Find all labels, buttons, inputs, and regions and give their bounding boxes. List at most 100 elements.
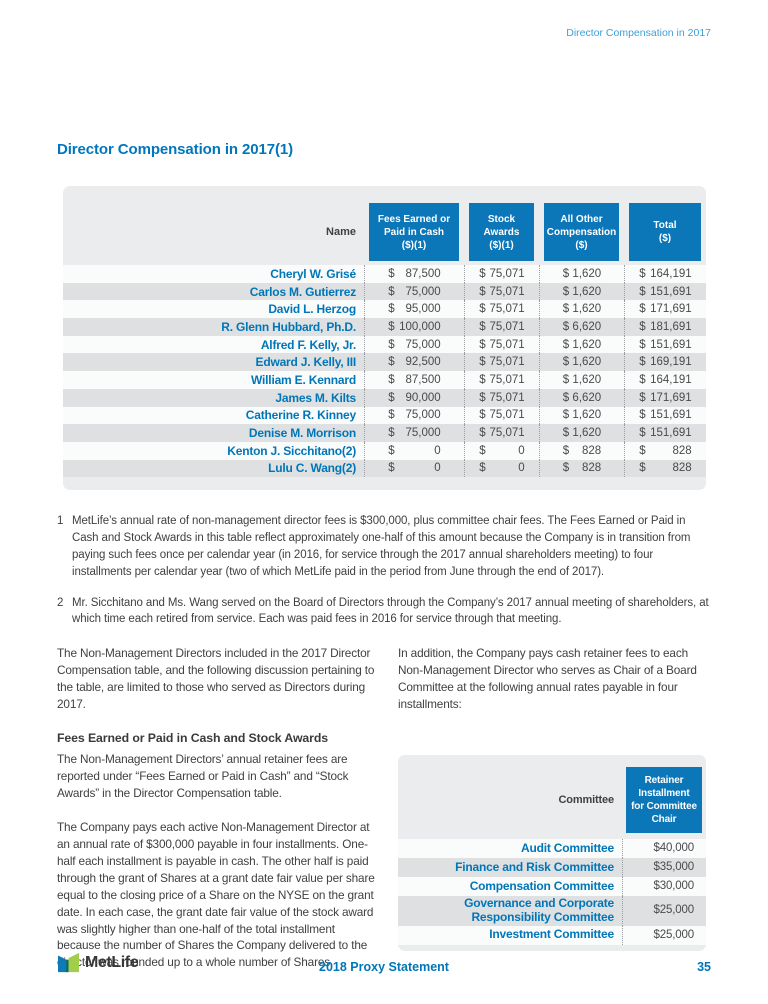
other-compensation-amount: 1,620 <box>572 427 602 440</box>
fees-cell: $0 <box>364 459 464 478</box>
paragraph: In addition, the Company pays cash retai… <box>398 646 697 711</box>
table-bottom-padding <box>63 477 706 489</box>
fees-amount: 95,000 <box>405 303 441 316</box>
table-row: Alfred F. Kelly, Jr. $75,000 $75,071 $1,… <box>63 335 706 354</box>
paragraph: The Non-Management Directors included in… <box>57 646 375 711</box>
table-row: Kenton J. Sicchitano(2) $0 $0 $828 $828 <box>63 441 706 460</box>
total-cell: $169,191 <box>624 353 706 372</box>
fees-amount: 87,500 <box>405 373 441 386</box>
metlife-wordmark: MetLife <box>85 953 139 971</box>
table-row: Cheryl W. Grisé $87,500 $75,071 $1,620 $… <box>63 265 706 283</box>
table-row: Edward J. Kelly, III $92,500 $75,071 $1,… <box>63 353 706 372</box>
table-row: James M. Kilts $90,000 $75,071 $6,620 $1… <box>63 388 706 407</box>
retainer-amount: $30,000 <box>622 876 706 896</box>
retainer-amount: $25,000 <box>622 895 706 926</box>
total-cell: $151,691 <box>624 282 706 301</box>
other-compensation-cell: $1,620 <box>539 406 624 425</box>
table-row: Carlos M. Gutierrez $75,000 $75,071 $1,6… <box>63 282 706 301</box>
total-cell: $171,691 <box>624 388 706 407</box>
fees-amount: 87,500 <box>405 267 441 280</box>
currency-symbol: $ <box>639 338 646 351</box>
fees-amount: 75,000 <box>405 427 441 440</box>
table-row: Catherine R. Kinney $75,000 $75,071 $1,6… <box>63 406 706 425</box>
footnote-number: 1 <box>57 515 64 527</box>
currency-symbol: $ <box>479 427 486 440</box>
table-row: Lulu C. Wang(2) $0 $0 $828 $828 <box>63 459 706 478</box>
fees-cell: $75,000 <box>364 282 464 301</box>
committee-table-header: Committee Retainer Installment for Commi… <box>398 755 706 839</box>
total-amount: 181,691 <box>650 320 692 333</box>
director-table-rows: Cheryl W. Grisé $87,500 $75,071 $1,620 $… <box>63 265 706 478</box>
other-compensation-amount: 828 <box>582 462 602 475</box>
fees-amount: 75,000 <box>405 409 441 422</box>
fees-cell: $0 <box>364 441 464 460</box>
stock-awards-cell: $75,071 <box>464 406 539 425</box>
other-compensation-cell: $828 <box>539 441 624 460</box>
table-row: David L. Herzog $95,000 $75,071 $1,620 $… <box>63 300 706 319</box>
footnote-text: Mr. Sicchitano and Ms. Wang served on th… <box>72 596 709 626</box>
director-name: William E. Kennard <box>251 372 356 387</box>
page-number: 35 <box>697 960 711 974</box>
table-row: Finance and Risk Committee $35,000 <box>398 857 706 877</box>
column-header-stock-awards: Stock Awards ($)(1) <box>469 203 534 261</box>
other-compensation-amount: 1,620 <box>572 285 602 298</box>
total-amount: 169,191 <box>650 356 692 369</box>
table-row: Investment Committee $25,000 <box>398 925 706 945</box>
currency-symbol: $ <box>562 338 570 351</box>
stock-awards-amount: 75,071 <box>489 427 525 440</box>
retainer-amount: $40,000 <box>622 838 706 858</box>
currency-symbol: $ <box>479 356 486 369</box>
fees-cell: $87,500 <box>364 265 464 283</box>
table-row: R. Glenn Hubbard, Ph.D. $100,000 $75,071… <box>63 318 706 336</box>
footer-document-title: 2018 Proxy Statement <box>319 960 449 974</box>
currency-symbol: $ <box>479 267 486 280</box>
other-compensation-cell: $1,620 <box>539 424 624 442</box>
director-name: Lulu C. Wang(2) <box>268 461 356 476</box>
footnote-text: MetLife’s annual rate of non-management … <box>72 515 691 578</box>
body-right-column: In addition, the Company pays cash retai… <box>398 645 711 951</box>
currency-symbol: $ <box>562 267 570 280</box>
stock-awards-cell: $75,071 <box>464 265 539 283</box>
total-amount: 151,691 <box>650 285 692 298</box>
director-name: David L. Herzog <box>268 302 356 317</box>
total-cell: $181,691 <box>624 318 706 336</box>
total-amount: 171,691 <box>650 391 692 404</box>
currency-symbol: $ <box>479 462 486 475</box>
other-compensation-amount: 1,620 <box>572 303 602 316</box>
currency-symbol: $ <box>388 427 395 440</box>
total-cell: $171,691 <box>624 300 706 319</box>
currency-symbol: $ <box>388 303 395 316</box>
other-compensation-cell: $1,620 <box>539 353 624 372</box>
fees-cell: $100,000 <box>364 318 464 336</box>
currency-symbol: $ <box>479 409 486 422</box>
metlife-logo-icon <box>58 952 79 973</box>
currency-symbol: $ <box>562 373 570 386</box>
column-header-committee: Committee <box>558 794 615 807</box>
currency-symbol: $ <box>388 409 395 422</box>
currency-symbol: $ <box>479 285 486 298</box>
other-compensation-amount: 6,620 <box>572 320 602 333</box>
table-row: William E. Kennard $87,500 $75,071 $1,62… <box>63 371 706 389</box>
stock-awards-amount: 75,071 <box>489 320 525 333</box>
stock-awards-amount: 75,071 <box>489 391 525 404</box>
committee-retainer-table: Committee Retainer Installment for Commi… <box>398 754 706 951</box>
page-title: Director Compensation in 2017(1) <box>57 141 294 158</box>
footnote-2: 2 Mr. Sicchitano and Ms. Wang served on … <box>57 595 713 629</box>
currency-symbol: $ <box>562 427 570 440</box>
stock-awards-amount: 75,071 <box>489 373 525 386</box>
committee-name: Governance and Corporate Responsibility … <box>464 895 614 924</box>
fees-cell: $95,000 <box>364 300 464 319</box>
stock-awards-cell: $75,071 <box>464 388 539 407</box>
currency-symbol: $ <box>388 462 395 475</box>
total-cell: $151,691 <box>624 335 706 354</box>
table-row: Governance and Corporate Responsibility … <box>398 895 706 926</box>
stock-awards-cell: $75,071 <box>464 282 539 301</box>
other-compensation-cell: $6,620 <box>539 318 624 336</box>
footnote-number: 2 <box>57 596 64 609</box>
other-compensation-cell: $1,620 <box>539 282 624 301</box>
stock-awards-cell: $75,071 <box>464 318 539 336</box>
currency-symbol: $ <box>639 320 646 333</box>
stock-awards-amount: 75,071 <box>489 409 525 422</box>
committee-name: Audit Committee <box>520 840 614 855</box>
stock-awards-cell: $0 <box>464 441 539 460</box>
